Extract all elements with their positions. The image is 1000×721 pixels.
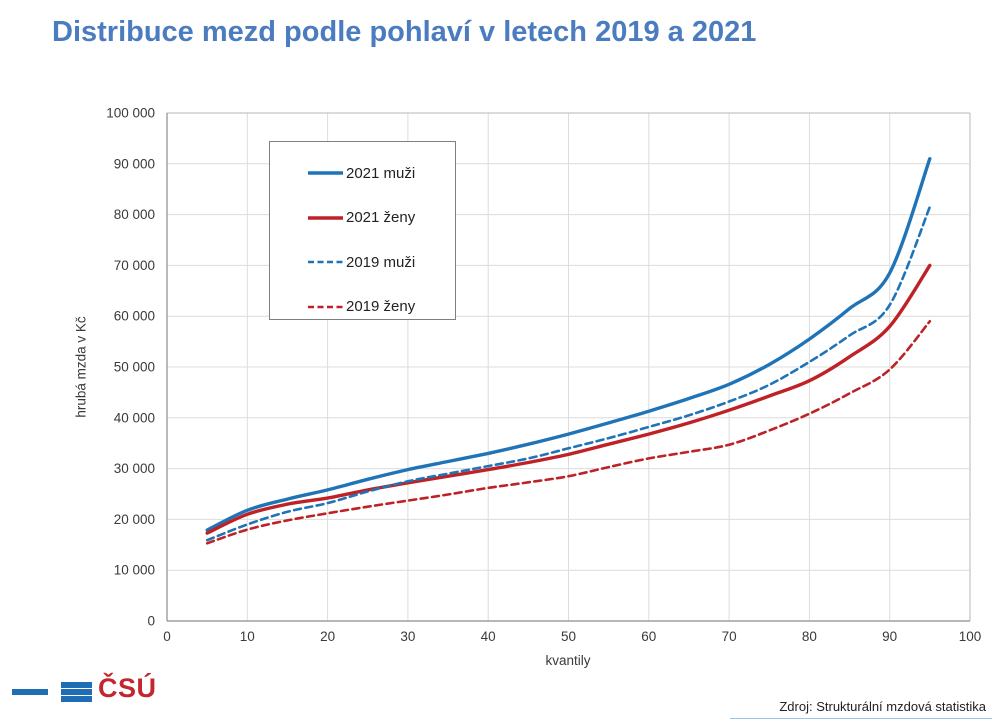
svg-text:90: 90 (882, 629, 897, 644)
svg-text:30: 30 (400, 629, 415, 644)
csu-logo: ČSÚ (12, 673, 192, 712)
svg-text:10: 10 (240, 629, 255, 644)
svg-text:40 000: 40 000 (114, 410, 155, 425)
svg-text:60 000: 60 000 (114, 309, 155, 324)
svg-text:70 000: 70 000 (114, 258, 155, 273)
legend-line-sample-dashed-red (308, 305, 343, 309)
legend-label: 2021 muži (346, 164, 416, 182)
legend-line-sample-solid-red (308, 216, 343, 220)
legend-label: 2019 ženy (346, 298, 416, 316)
legend-box: 2021 muži 2021 ženy 2019 muži 2019 ženy (269, 141, 456, 320)
svg-text:70: 70 (722, 629, 737, 644)
source-note: Zdroj: Strukturální mzdová statistika (779, 699, 986, 714)
source-underline (730, 718, 992, 719)
y-axis-title: hrubá mzda v Kč (73, 316, 89, 418)
legend-label: 2021 ženy (346, 209, 416, 227)
legend-item-2021-zeny: 2021 ženy (270, 196, 455, 241)
x-axis-title: kvantily (545, 653, 591, 668)
svg-text:30 000: 30 000 (114, 461, 155, 476)
svg-text:80: 80 (802, 629, 817, 644)
series-line-2021-ženy (205, 263, 932, 535)
csu-logo-text: ČSÚ (98, 673, 157, 703)
axis-lines (166, 113, 970, 622)
csu-logo-bar-icon (61, 689, 92, 695)
series-line-2021-muži (205, 157, 932, 532)
svg-text:90 000: 90 000 (114, 156, 155, 171)
csu-logo-bar-icon (61, 682, 92, 688)
x-axis-tick-labels: 0 10 20 30 40 50 60 70 80 90 100 (163, 629, 981, 644)
chart-title: Distribuce mezd podle pohlaví v letech 2… (52, 16, 757, 48)
legend-line-sample-dashed-blue (308, 260, 343, 264)
csu-logo-bar-icon (12, 689, 48, 695)
svg-text:10 000: 10 000 (114, 563, 155, 578)
svg-text:50: 50 (561, 629, 576, 644)
y-axis-tick-labels: 0 10 000 20 000 30 000 40 000 50 000 60 000 70 … (106, 106, 155, 629)
svg-text:60: 60 (641, 629, 656, 644)
svg-text:100: 100 (959, 629, 982, 644)
series-line-2019-muži (205, 205, 932, 542)
svg-text:0: 0 (147, 614, 155, 629)
svg-text:50 000: 50 000 (114, 360, 155, 375)
legend-label: 2019 muži (346, 253, 416, 271)
legend-item-2019-muzi: 2019 muži (270, 240, 455, 285)
svg-text:80 000: 80 000 (114, 207, 155, 222)
svg-text:100 000: 100 000 (106, 106, 155, 121)
series-line-2019-ženy (205, 320, 932, 545)
svg-text:20 000: 20 000 (114, 512, 155, 527)
legend-item-2019-zeny: 2019 ženy (270, 285, 455, 330)
series-curves (205, 157, 932, 545)
legend-line-sample-solid-blue (308, 171, 343, 175)
svg-text:20: 20 (320, 629, 335, 644)
svg-text:40: 40 (481, 629, 496, 644)
legend-item-2021-muzi: 2021 muži (270, 151, 455, 196)
svg-text:0: 0 (163, 629, 171, 644)
csu-logo-bar-icon (61, 696, 92, 702)
